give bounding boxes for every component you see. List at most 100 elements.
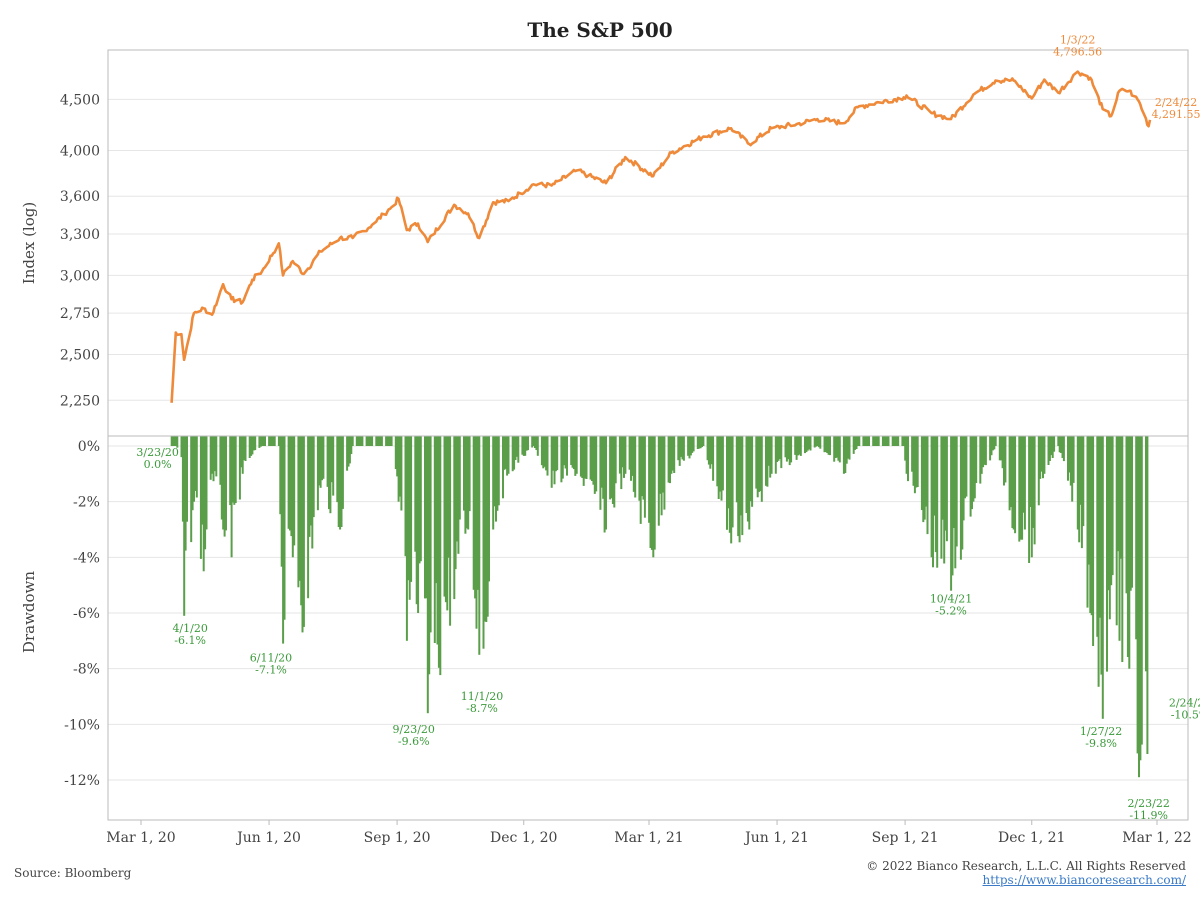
drawdown-bar [943, 436, 946, 564]
drawdown-bar [309, 436, 312, 526]
drawdown-bar [584, 436, 587, 479]
drawdown-bar [1019, 436, 1022, 540]
drawdown-bar [925, 436, 928, 507]
drawdown-bar [279, 436, 282, 515]
drawdown-bar [965, 436, 968, 497]
drawdown-bar [618, 436, 621, 474]
x-tick-label: Mar 1, 21 [614, 830, 683, 846]
drawdown-bar [385, 436, 388, 446]
drawdown-bar [340, 436, 343, 527]
drawdown-bar [408, 436, 411, 600]
drawdown-bar [760, 436, 763, 502]
drawdown-bar [358, 436, 361, 446]
drawdown-bar [1106, 436, 1108, 672]
drawdown-bar [777, 436, 780, 461]
drawdown-bar [443, 436, 446, 597]
drawdown-bar [746, 436, 749, 522]
drawdown-bar [877, 436, 880, 446]
drawdown-bar [1022, 436, 1025, 513]
drawdown-bar [915, 436, 918, 488]
drawdown-bar [1082, 436, 1085, 527]
drawdown-bar [756, 436, 759, 498]
drawdown-bar [657, 436, 660, 526]
drawdown-bar [844, 436, 847, 473]
drawdown-bar [971, 436, 973, 510]
drawdown-bar [1108, 436, 1111, 620]
drawdown-bar [787, 436, 790, 460]
drawdown-bar [1121, 436, 1124, 662]
x-tick-label: Mar 1, 20 [106, 830, 175, 846]
drawdown-bar [240, 436, 243, 468]
drawdown-bar [300, 436, 303, 606]
drawdown-bar [613, 436, 616, 508]
drawdown-bar [833, 436, 836, 462]
drawdown-bar [1011, 436, 1014, 528]
drawdown-bar [688, 436, 691, 459]
x-axis: Mar 1, 20 Jun 1, 20 Sep 1, 20 Dec 1, 20 Mar … [106, 820, 1192, 846]
drawdown-bar [414, 436, 417, 552]
drawdown-bar [591, 436, 593, 481]
drawdown-bar [808, 436, 811, 450]
drawdown-bar [907, 436, 909, 482]
drawdown-bar [805, 436, 808, 453]
drawdown-bar [639, 436, 642, 524]
drawdown-bar [270, 436, 273, 446]
drawdown-bar [181, 436, 184, 522]
drawdown-bar [525, 436, 528, 451]
top-y-tick-label: 4,000 [60, 144, 100, 160]
price-annotation-label: 2/24/22 [1155, 96, 1197, 109]
drawdown-bar [570, 436, 573, 465]
drawdown-bar [268, 436, 271, 446]
drawdown-bar [710, 436, 713, 465]
top-y-tick-label: 4,500 [60, 92, 100, 108]
drawdown-bar [735, 436, 738, 503]
drawdown-bar [788, 436, 791, 466]
drawdown-bar [1018, 436, 1021, 542]
top-y-tick-label: 3,600 [60, 189, 100, 205]
drawdown-bar [517, 436, 520, 463]
drawdown-bar [628, 436, 631, 470]
drawdown-bar [774, 436, 777, 474]
drawdown-bar [883, 436, 886, 446]
drawdown-bar [1069, 436, 1072, 486]
annotations: 1/3/224,796.562/24/224,291.553/23/200.0%… [136, 34, 1200, 823]
drawdown-bar [845, 436, 848, 464]
drawdown-bar [1119, 436, 1122, 559]
drawdown-bar [662, 436, 664, 493]
drawdown-bar [603, 436, 606, 533]
drawdown-bar [439, 436, 442, 676]
website-link[interactable]: https://www.biancoresearch.com/ [982, 873, 1186, 887]
drawdown-bar [1080, 436, 1083, 549]
drawdown-bar [293, 436, 296, 546]
drawdown-bar [600, 436, 603, 488]
drawdown-bar [806, 436, 809, 451]
drawdown-bar [649, 436, 652, 548]
drawdown-bar [643, 436, 646, 518]
drawdown-annotation-label: 9/23/20 [393, 723, 435, 736]
drawdown-bar [543, 436, 546, 467]
top-y-tick-label: 2,750 [60, 306, 100, 322]
drawdown-bar [486, 436, 489, 617]
drawdown-bar [328, 436, 330, 510]
drawdown-bar [671, 436, 674, 471]
drawdown-bar [862, 436, 865, 446]
drawdown-bar [721, 436, 724, 491]
drawdown-annotation-label: -11.9% [1129, 809, 1168, 822]
drawdown-bar [250, 436, 253, 456]
drawdown-bar [1092, 436, 1095, 646]
drawdown-bar [339, 436, 342, 530]
drawdown-bar [312, 436, 315, 518]
drawdown-bar [669, 436, 671, 484]
drawdown-bar [488, 436, 490, 582]
drawdown-bar [653, 436, 656, 550]
drawdown-bar [472, 436, 475, 590]
drawdown-bar [492, 436, 495, 530]
drawdown-annotation-label: -7.1% [255, 664, 287, 677]
drawdown-bar [493, 436, 496, 507]
drawdown-bar [959, 436, 962, 560]
drawdown-bar [682, 436, 685, 461]
drawdown-bar [984, 436, 987, 466]
drawdown-bar [998, 436, 1001, 461]
drawdown-bar [759, 436, 762, 491]
drawdown-bar [369, 436, 372, 446]
